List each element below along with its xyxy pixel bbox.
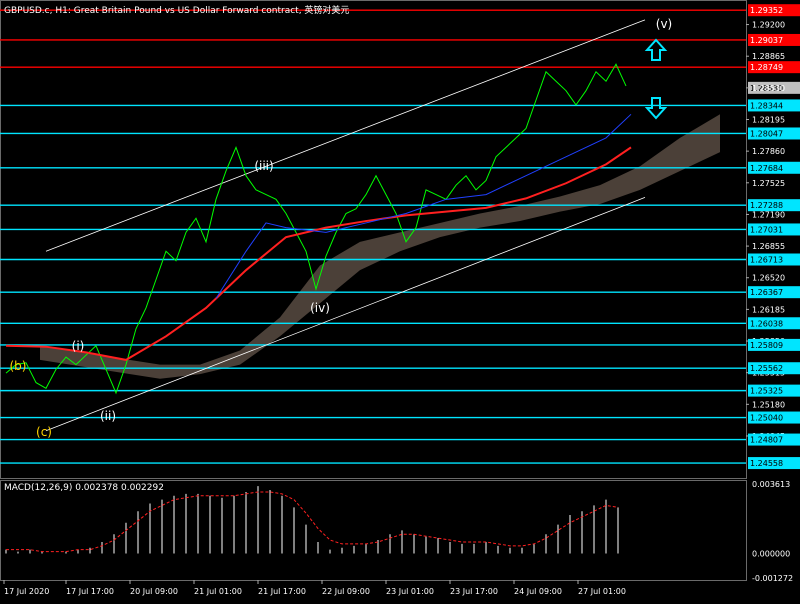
y-tick-label: 1.27525 xyxy=(752,179,785,188)
x-tick-label: 23 Jul 17:00 xyxy=(450,587,498,596)
cyan-level-tag xyxy=(748,338,800,351)
x-tick-label: 17 Jul 2020 xyxy=(4,587,49,596)
wave-label: (i) xyxy=(72,339,85,353)
cyan-level-label: 1.24558 xyxy=(750,459,783,468)
y-tick-label: 1.28865 xyxy=(752,52,785,61)
x-tick-label: 22 Jul 09:00 xyxy=(322,587,370,596)
red-level-label: 1.29352 xyxy=(750,6,783,15)
cyan-level-tag xyxy=(748,457,800,470)
x-tick-label: 24 Jul 09:00 xyxy=(514,587,562,596)
y-tick-label: 1.25180 xyxy=(752,400,785,409)
y-tick-label: 1.28530 xyxy=(752,84,785,93)
cyan-level-label: 1.25809 xyxy=(750,341,783,350)
wave-label: (iv) xyxy=(310,301,330,315)
cyan-level-tag xyxy=(748,253,800,266)
macd-panel-frame xyxy=(0,480,747,581)
cyan-level-tag xyxy=(748,127,800,140)
ma-red-line xyxy=(5,146,632,361)
cyan-level-tag xyxy=(748,317,800,330)
cyan-level-label: 1.27684 xyxy=(750,164,783,173)
red-level-tag xyxy=(748,61,800,74)
cyan-level-tag xyxy=(748,384,800,397)
cyan-level-label: 1.25562 xyxy=(750,364,783,373)
ma-blue-line xyxy=(215,113,632,299)
cyan-level-label: 1.24807 xyxy=(750,436,783,445)
macd-y-label: 0.000000 xyxy=(752,550,790,559)
y-tick-label: 1.26185 xyxy=(752,305,785,314)
y-tick-label: 1.26855 xyxy=(752,242,785,251)
current-price-box xyxy=(748,81,800,94)
x-tick-label: 21 Jul 17:00 xyxy=(258,587,306,596)
ichimoku-cloud xyxy=(40,114,720,379)
wave-label: (ii) xyxy=(100,409,116,423)
chart-title: GBPUSD.c, H1: Great Britain Pound vs US … xyxy=(4,6,350,16)
main-panel-frame xyxy=(0,0,747,479)
y-tick-label: 1.29200 xyxy=(752,21,785,30)
wave-label: (b) xyxy=(10,359,27,373)
red-level-label: 1.28749 xyxy=(750,63,783,72)
cyan-level-label: 1.27288 xyxy=(750,201,783,210)
wave-label: (v) xyxy=(656,17,672,31)
x-tick-label: 27 Jul 01:00 xyxy=(578,587,626,596)
current-price-label: 1.28530 xyxy=(750,84,783,93)
red-level-label: 1.29037 xyxy=(750,36,783,45)
cyan-level-label: 1.27031 xyxy=(750,225,783,234)
arrow-up-icon xyxy=(644,38,668,61)
macd-y-label: 0.003613 xyxy=(752,480,790,489)
red-level-tag xyxy=(748,33,800,46)
cyan-level-tag xyxy=(748,411,800,424)
y-tick-label: 1.26520 xyxy=(752,274,785,283)
price-line xyxy=(5,63,627,395)
wave-label: (iii) xyxy=(254,159,273,173)
cyan-level-label: 1.25325 xyxy=(750,387,783,396)
macd-title: MACD(12,26,9) 0.002378 0.002292 xyxy=(4,483,164,493)
cyan-level-tag xyxy=(748,161,800,174)
channel-lower xyxy=(45,197,646,432)
y-tick-label: 1.28195 xyxy=(752,116,785,125)
arrow-down-icon xyxy=(644,97,668,120)
cyan-level-label: 1.28047 xyxy=(750,129,783,138)
cyan-level-tag xyxy=(748,223,800,236)
wave-label: (c) xyxy=(36,425,52,439)
cyan-level-label: 1.26038 xyxy=(750,319,783,328)
x-tick-label: 21 Jul 01:00 xyxy=(194,587,242,596)
cyan-level-tag xyxy=(748,99,800,112)
cyan-level-label: 1.25040 xyxy=(750,414,783,423)
cyan-level-label: 1.26713 xyxy=(750,255,783,264)
cyan-level-tag xyxy=(748,199,800,212)
x-tick-label: 17 Jul 17:00 xyxy=(66,587,114,596)
x-tick-label: 23 Jul 01:00 xyxy=(386,587,434,596)
cyan-level-tag xyxy=(748,362,800,375)
macd-signal-line xyxy=(6,491,619,553)
red-level-tag xyxy=(748,4,800,17)
cyan-level-tag xyxy=(748,433,800,446)
cyan-level-tag xyxy=(748,286,800,299)
channel-upper xyxy=(45,19,646,252)
y-tick-label: 1.27860 xyxy=(752,147,785,156)
cyan-level-label: 1.26367 xyxy=(750,288,783,297)
y-tick-label: 1.27190 xyxy=(752,210,785,219)
x-tick-label: 20 Jul 09:00 xyxy=(130,587,178,596)
cyan-level-label: 1.28344 xyxy=(750,101,783,110)
macd-y-label: -0.001272 xyxy=(752,574,793,583)
